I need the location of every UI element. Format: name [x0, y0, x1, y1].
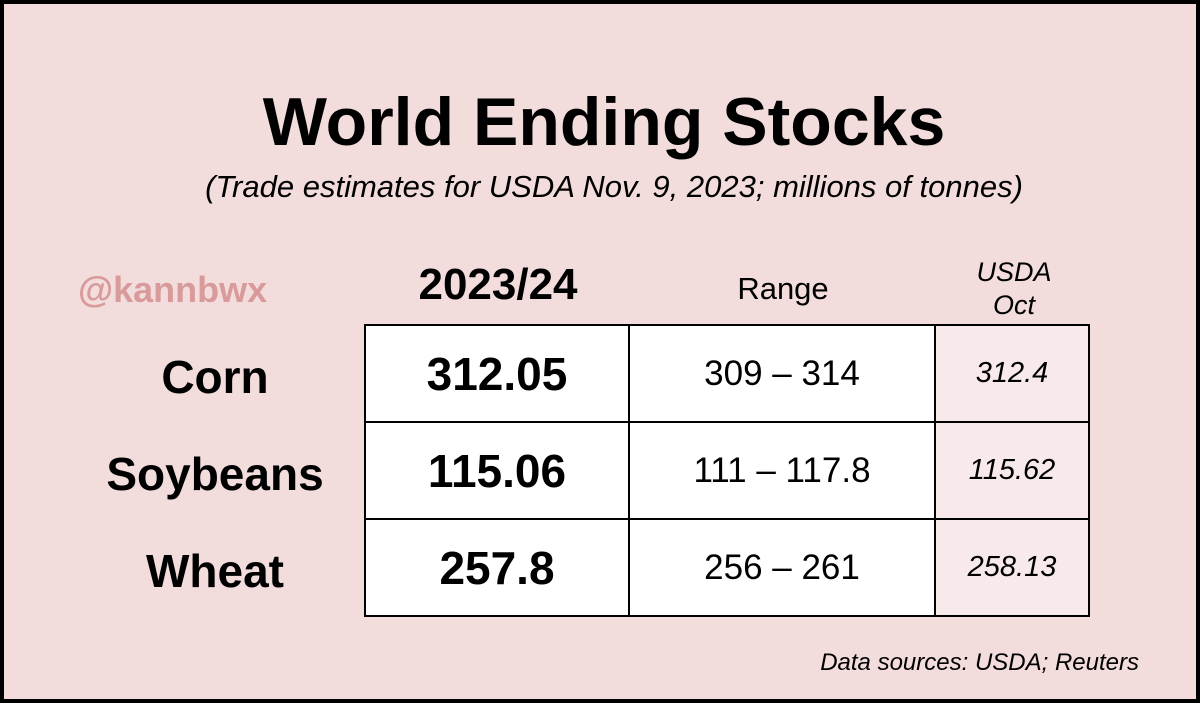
- watermark-handle: @kannbwx: [78, 269, 268, 310]
- range-cell-corn: 309 – 314: [628, 324, 936, 423]
- range-cell-wheat: 256 – 261: [628, 518, 936, 617]
- column-header-usda-line1: USDA: [976, 257, 1052, 287]
- column-header-usda-line2: Oct: [992, 290, 1035, 320]
- row-label-wheat: Wheat: [146, 545, 284, 597]
- table-row-wheat: 257.8 256 – 261 258.13: [364, 518, 1090, 617]
- chart-subtitle: (Trade estimates for USDA Nov. 9, 2023; …: [205, 169, 1023, 204]
- column-header-estimate: 2023/24: [418, 260, 578, 309]
- row-label-corn: Corn: [161, 351, 269, 403]
- chart-title: World Ending Stocks: [262, 84, 946, 160]
- usda-oct-cell-wheat: 258.13: [934, 518, 1090, 617]
- range-cell-soybeans: 111 – 117.8: [628, 421, 936, 520]
- table-row-soybeans: 115.06 111 – 117.8 115.62: [364, 421, 1090, 520]
- usda-oct-cell-corn: 312.4: [934, 324, 1090, 423]
- estimate-cell-soybeans: 115.06: [364, 421, 630, 520]
- data-source-note: Data sources: USDA; Reuters: [820, 649, 1139, 676]
- estimate-cell-wheat: 257.8: [364, 518, 630, 617]
- stocks-table: 312.05 309 – 314 312.4 115.06 111 – 117.…: [364, 324, 1090, 617]
- column-header-range: Range: [737, 271, 829, 306]
- column-header-usda-oct: USDA Oct: [936, 256, 1092, 322]
- table-row-corn: 312.05 309 – 314 312.4: [364, 324, 1090, 423]
- estimate-cell-corn: 312.05: [364, 324, 630, 423]
- row-label-soybeans: Soybeans: [106, 448, 324, 500]
- usda-oct-cell-soybeans: 115.62: [934, 421, 1090, 520]
